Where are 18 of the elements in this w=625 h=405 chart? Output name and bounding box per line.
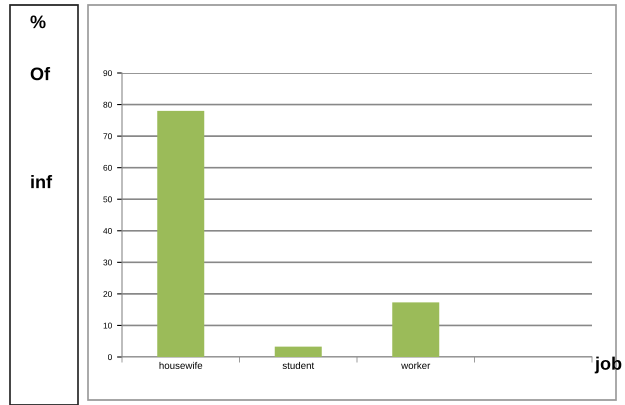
y-tick-label: 90 — [103, 70, 112, 76]
bar — [274, 346, 322, 357]
x-tick-label: student — [282, 362, 314, 369]
y-tick-label: 20 — [103, 291, 112, 297]
y-tick-label: 50 — [103, 196, 112, 202]
y-tick-label: 10 — [104, 322, 112, 329]
text: % Of inf — [30, 16, 52, 188]
bar — [157, 110, 204, 357]
bar — [392, 302, 440, 357]
y-tick-label: 80 — [103, 102, 112, 108]
x-tick-label: worker — [401, 362, 430, 369]
x-axis-title: job — [594, 356, 622, 374]
y-tick-label: 40 — [103, 228, 112, 234]
y-tick-label: 30 — [103, 260, 112, 266]
y-tick-label: 60 — [103, 164, 112, 171]
x-tick-label: housewife — [160, 362, 202, 369]
y-tick-label: 70 — [103, 133, 112, 140]
y-tick-label: 0 — [108, 354, 112, 360]
